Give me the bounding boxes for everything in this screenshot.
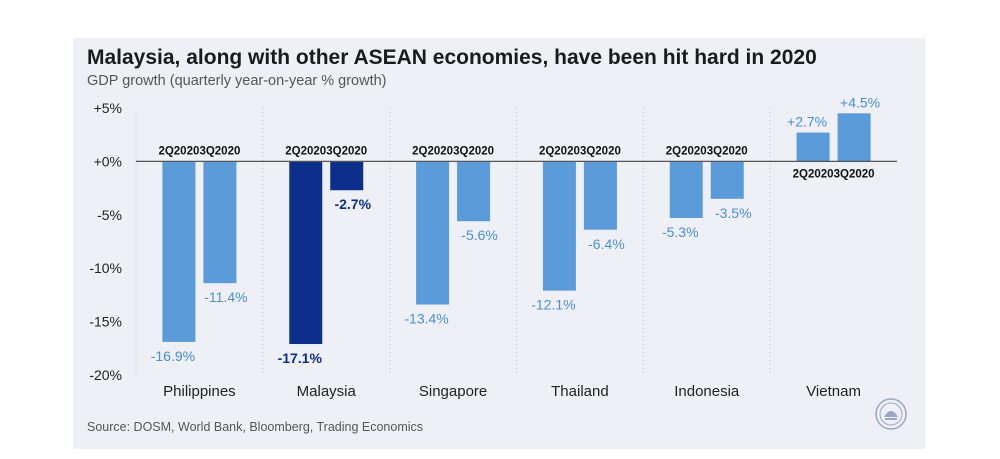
series-label: 3Q2020: [453, 145, 494, 157]
data-label: -11.4%: [204, 289, 247, 305]
y-tick-label: -10%: [89, 260, 122, 276]
category-label: Malaysia: [297, 383, 357, 400]
bar-thailand-3q2020: [583, 161, 617, 230]
data-label: +2.7%: [787, 114, 827, 130]
data-label: -17.1%: [278, 350, 323, 366]
central-bank-seal-icon: [874, 397, 908, 436]
category-label: Thailand: [551, 383, 609, 400]
series-label: 3Q2020: [580, 145, 621, 157]
bar-vietnam-2q2020: [796, 132, 830, 162]
bar-thailand-2q2020: [542, 161, 576, 291]
data-label: -16.9%: [151, 348, 195, 364]
bar-vietnam-3q2020: [837, 113, 871, 162]
data-label: -13.4%: [404, 311, 448, 327]
bar-philippines-3q2020: [203, 161, 237, 284]
data-label: -5.6%: [461, 227, 498, 243]
bar-philippines-2q2020: [162, 161, 196, 342]
bar-singapore-2q2020: [416, 161, 450, 305]
series-label: 2Q2020: [412, 145, 453, 157]
y-tick-label: -20%: [89, 367, 122, 383]
data-label: -5.3%: [662, 224, 699, 240]
bar-singapore-3q2020: [457, 161, 491, 222]
series-label: 2Q2020: [666, 145, 707, 157]
data-label: -3.5%: [715, 205, 752, 221]
data-label: -2.7%: [334, 196, 371, 212]
category-label: Singapore: [419, 383, 487, 400]
bar-indonesia-3q2020: [710, 161, 744, 199]
series-label: 3Q2020: [707, 145, 748, 157]
series-label: 3Q2020: [326, 145, 367, 157]
data-label: -12.1%: [531, 297, 575, 313]
y-tick-label: +5%: [94, 100, 122, 116]
bar-malaysia-3q2020: [330, 161, 364, 191]
series-label: 2Q2020: [793, 168, 834, 180]
y-tick-label: +0%: [94, 153, 122, 169]
y-tick-label: -15%: [89, 314, 122, 330]
series-label: 2Q2020: [285, 145, 326, 157]
y-tick-label: -5%: [97, 207, 122, 223]
series-label: 3Q2020: [199, 145, 240, 157]
source-note: Source: DOSM, World Bank, Bloomberg, Tra…: [87, 420, 424, 434]
category-label: Philippines: [163, 383, 236, 400]
bar-indonesia-2q2020: [669, 161, 703, 219]
bar-malaysia-2q2020: [289, 161, 323, 345]
category-label: Indonesia: [674, 383, 740, 400]
data-label: -6.4%: [588, 236, 625, 252]
chart-subtitle: GDP growth (quarterly year-on-year % gro…: [87, 73, 387, 89]
category-label: Vietnam: [806, 383, 861, 400]
data-label: +4.5%: [840, 94, 880, 110]
series-label: 2Q2020: [539, 145, 580, 157]
series-label: 2Q2020: [158, 145, 199, 157]
chart-title: Malaysia, along with other ASEAN economi…: [87, 46, 817, 69]
series-label: 3Q2020: [834, 168, 875, 180]
